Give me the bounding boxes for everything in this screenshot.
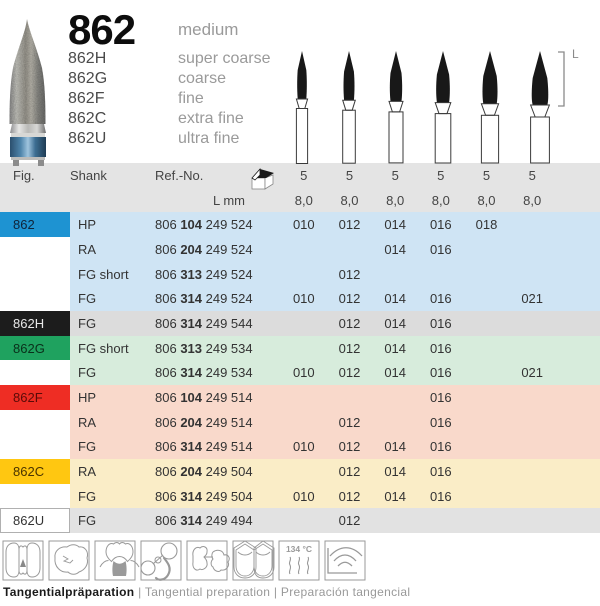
svg-text:134 °C: 134 °C [286,544,312,554]
